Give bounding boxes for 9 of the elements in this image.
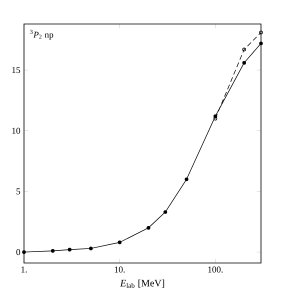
y-tick-label: 15 xyxy=(12,67,20,74)
y-tick-label: 5 xyxy=(16,188,20,194)
y-tick-label: 0 xyxy=(16,249,20,256)
x-tick-label: 1. xyxy=(21,266,27,273)
x-tick-label: 100. xyxy=(208,266,223,273)
x-tick-label: 10. xyxy=(114,266,125,273)
y-tick-label: 10 xyxy=(12,128,20,134)
text: $^{3}$P$_{2}$ np xyxy=(30,30,54,40)
x-axis-title: E$_{lab}$ [MeV] xyxy=(120,279,164,288)
